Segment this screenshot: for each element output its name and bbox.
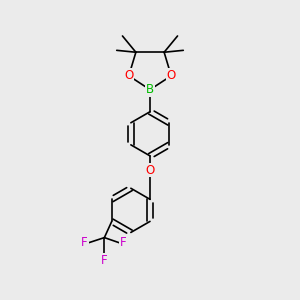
Text: F: F bbox=[101, 254, 108, 267]
Text: F: F bbox=[81, 236, 88, 249]
Text: O: O bbox=[167, 69, 176, 82]
Text: F: F bbox=[120, 236, 127, 249]
Text: O: O bbox=[146, 164, 154, 176]
Text: B: B bbox=[146, 83, 154, 96]
Text: O: O bbox=[124, 69, 134, 82]
